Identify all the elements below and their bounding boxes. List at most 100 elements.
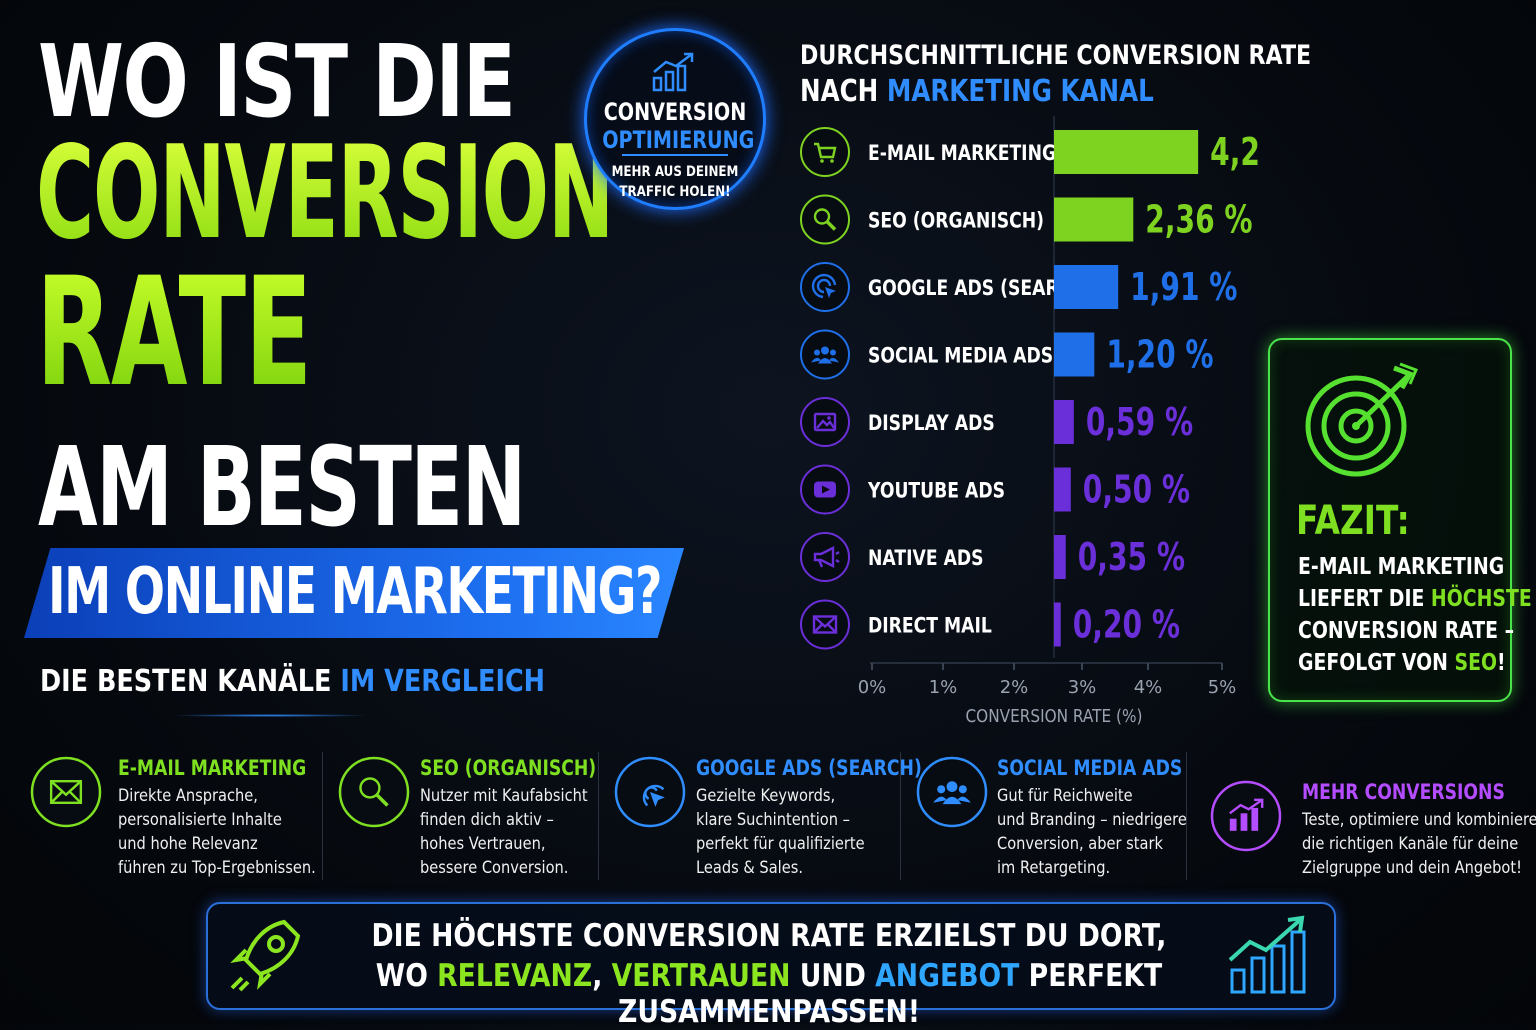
info-text-line: Leads & Sales. xyxy=(696,858,804,878)
category-label: E-MAIL MARKETING xyxy=(868,140,1056,165)
bottom-word-angebot: ANGEBOT xyxy=(875,958,1020,994)
category-label: SEO (ORGANISCH) xyxy=(868,208,1044,233)
info-text-line: Zielgruppe und dein Angebot! xyxy=(1302,858,1522,878)
bar-growth-icon xyxy=(1210,780,1282,852)
info-text-line: finden dich aktiv – xyxy=(420,810,554,830)
info-divider xyxy=(598,752,599,880)
bottom-word-wo: WO xyxy=(375,958,428,994)
bottom-line1: DIE HÖCHSTE CONVERSION RATE ERZIELST DU … xyxy=(371,918,1167,954)
bar xyxy=(1054,467,1071,512)
x-tick-label: 1% xyxy=(929,677,958,698)
x-axis-label: CONVERSION RATE (%) xyxy=(966,705,1143,727)
info-text-line: hohes Vertrauen, xyxy=(420,834,546,854)
info-text-line: personalisierte Inhalte xyxy=(118,810,282,830)
play-icon xyxy=(800,464,850,515)
info-text: Gut für Reichweite und Branding – niedrig… xyxy=(997,784,1187,880)
x-tick-label: 5% xyxy=(1208,677,1237,698)
chart-title-blue: MARKETING KANAL xyxy=(886,74,1154,109)
rocket-icon xyxy=(230,919,301,992)
category-label: SOCIAL MEDIA ADS xyxy=(868,343,1053,368)
value-label: 1,91 % xyxy=(1130,265,1237,309)
info-divider xyxy=(1186,752,1187,880)
bottom-word-und: UND xyxy=(799,958,866,994)
category-label: DIRECT MAIL xyxy=(868,613,992,638)
bottom-banner xyxy=(206,902,1336,1010)
fazit-line2-white: LIEFERT DIE xyxy=(1298,586,1425,612)
fazit-line4-green: SEO xyxy=(1454,650,1498,676)
search-icon xyxy=(338,756,410,828)
headline-banner-text: IM ONLINE MARKETING? xyxy=(48,555,663,629)
fazit-line4-white: GEFOLGT VON xyxy=(1298,650,1448,676)
info-text-line: die richtigen Kanäle für deine xyxy=(1302,834,1519,854)
growth-chart-icon xyxy=(652,52,694,92)
fazit-title: FAZIT: xyxy=(1296,498,1410,544)
bar xyxy=(1054,197,1134,242)
info-text-line: Conversion, aber stark xyxy=(997,834,1163,854)
category-label: YOUTUBE ADS xyxy=(867,478,1005,503)
info-text-line: Gut für Reichweite xyxy=(997,786,1133,806)
info-title: GOOGLE ADS (SEARCH) xyxy=(696,756,922,780)
info-text: Nutzer mit Kaufabsicht finden dich aktiv … xyxy=(420,784,588,880)
info-text-line: bessere Conversion. xyxy=(420,858,569,878)
conversion-bar-chart: E-MAIL MARKETING 4,29 % SEO (ORGANISCH) 2,3… xyxy=(800,116,1260,727)
fazit-line3: CONVERSION RATE – xyxy=(1298,618,1515,644)
info-text-line: im Retargeting. xyxy=(997,858,1111,878)
bottom-comma: , xyxy=(592,958,603,994)
people-icon xyxy=(800,329,850,380)
info-text-line: und hohe Relevanz xyxy=(118,834,258,854)
category-label: DISPLAY ADS xyxy=(868,410,995,435)
badge-divider xyxy=(622,154,728,156)
chart-row: E-MAIL MARKETING 4,29 % xyxy=(800,127,1260,177)
envelope-icon xyxy=(800,599,850,650)
x-tick-label: 2% xyxy=(1000,677,1029,698)
headline-banner-bg xyxy=(24,548,684,638)
fazit-line2-green: HÖCHSTE xyxy=(1430,586,1532,612)
chart-title-line1: DURCHSCHNITTLICHE CONVERSION RATE xyxy=(800,40,1312,71)
info-text-line: Teste, optimiere und kombiniere xyxy=(1302,810,1536,830)
info-text-line: und Branding – niedrigere xyxy=(997,810,1187,830)
value-label: 0,50 % xyxy=(1083,467,1190,511)
chart-title-white: NACH xyxy=(800,74,879,109)
badge-line1: CONVERSION xyxy=(603,98,747,126)
chart-row: SOCIAL MEDIA ADS 1,20 % xyxy=(800,329,1214,380)
headline-line4: AM BESTEN xyxy=(38,423,526,551)
info-title: SEO (ORGANISCH) xyxy=(420,756,597,780)
x-tick-label: 0% xyxy=(858,677,887,698)
info-divider xyxy=(322,752,323,880)
value-label: 0,35 % xyxy=(1078,535,1185,579)
subheadline: DIE BESTEN KANÄLE IM VERGLEICH xyxy=(40,664,545,699)
badge-line2: OPTIMIERUNG xyxy=(602,126,755,154)
chart-row: DIRECT MAIL 0,20 % xyxy=(800,599,1180,650)
cart-icon xyxy=(800,127,850,177)
fazit-line4-end: ! xyxy=(1497,650,1506,676)
badge-line4: TRAFFIC HOLEN! xyxy=(619,184,731,200)
category-label: NATIVE ADS xyxy=(868,545,984,570)
headline-line2: CONVERSION xyxy=(36,119,614,268)
chart-title-line2: NACH MARKETING KANAL xyxy=(800,74,1154,109)
bar xyxy=(1054,602,1061,647)
info-title: SOCIAL MEDIA ADS xyxy=(997,756,1183,780)
bottom-word-relevanz: RELEVANZ xyxy=(437,958,593,994)
headline-line3: RATE xyxy=(36,246,312,420)
fazit-line1: E-MAIL MARKETING xyxy=(1298,554,1505,580)
chart-row: DISPLAY ADS 0,59 % xyxy=(800,397,1193,447)
search-icon xyxy=(800,194,850,245)
bar xyxy=(1054,400,1074,444)
info-text-line: Direkte Ansprache, xyxy=(118,786,258,806)
info-text-line: klare Suchintention – xyxy=(696,810,850,830)
value-label: 0,20 % xyxy=(1073,602,1180,646)
envelope-icon xyxy=(30,756,102,828)
growth-chart-icon xyxy=(1228,915,1306,994)
image-icon xyxy=(800,397,850,447)
x-tick-label: 4% xyxy=(1134,677,1163,698)
headline-line1: WO IST DIE xyxy=(38,23,516,140)
chart-row: GOOGLE ADS (SEARCH) 1,91 % xyxy=(800,262,1237,312)
subheadline-blue: IM VERGLEICH xyxy=(340,664,546,699)
glow-divider xyxy=(170,714,370,717)
value-label: 1,20 % xyxy=(1106,332,1213,376)
fazit-line4: GEFOLGT VON SEO! xyxy=(1298,650,1506,676)
bar xyxy=(1054,265,1119,309)
info-title: MEHR CONVERSIONS xyxy=(1302,780,1505,804)
bottom-word-vertrauen: VERTRAUEN xyxy=(611,958,791,994)
bar xyxy=(1054,332,1095,377)
